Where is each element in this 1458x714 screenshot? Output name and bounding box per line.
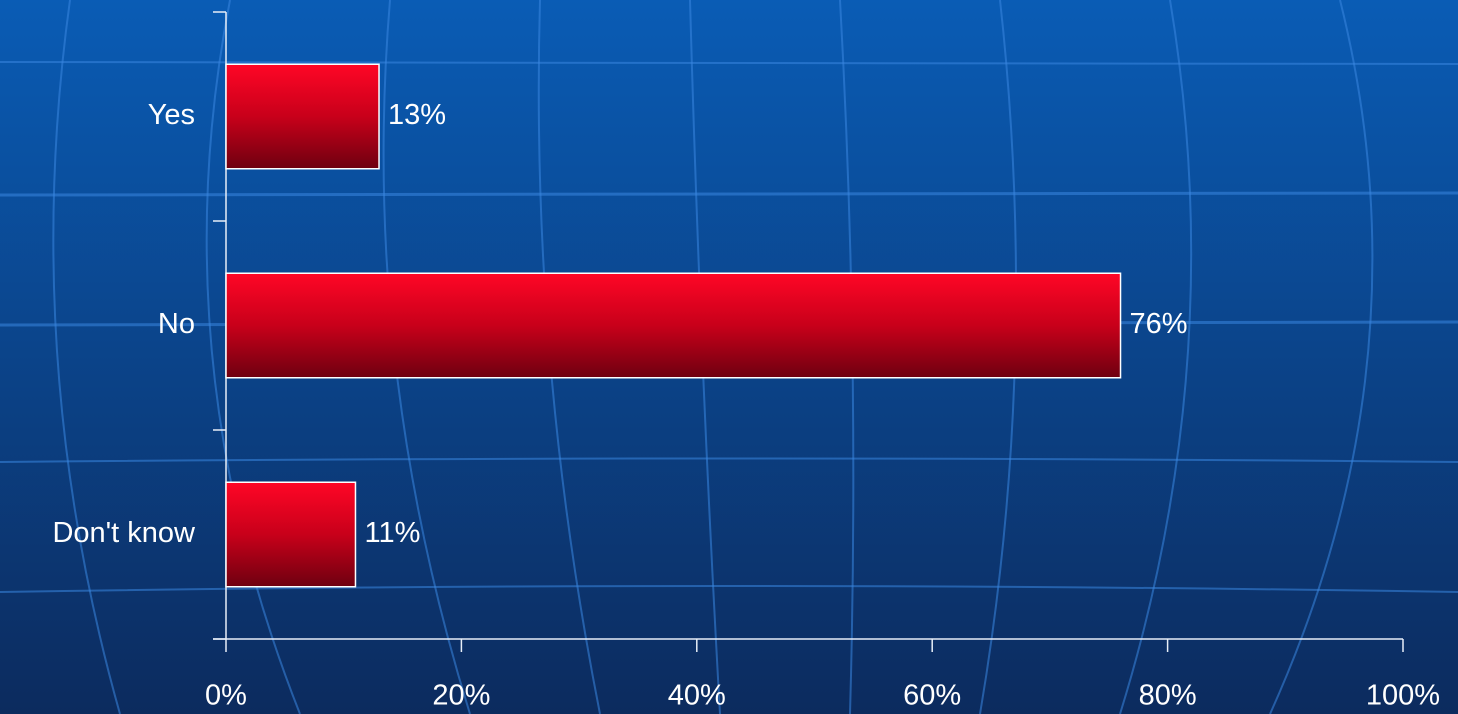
x-tick-label: 60%	[903, 680, 961, 712]
data-label: 11%	[364, 517, 420, 549]
bar	[225, 63, 380, 170]
x-tick-label: 0%	[205, 680, 247, 712]
x-tick-label: 40%	[668, 680, 726, 712]
x-tick-label: 80%	[1139, 680, 1197, 712]
y-tick-label: Don't know	[52, 517, 196, 549]
bar	[225, 272, 1122, 379]
data-label: 13%	[388, 99, 446, 131]
data-label: 76%	[1130, 308, 1188, 340]
bar	[225, 481, 357, 588]
y-tick-label: No	[158, 308, 195, 340]
x-tick-label: 100%	[1366, 680, 1440, 712]
y-tick-label: Yes	[148, 99, 195, 131]
x-tick-label: 20%	[432, 680, 490, 712]
